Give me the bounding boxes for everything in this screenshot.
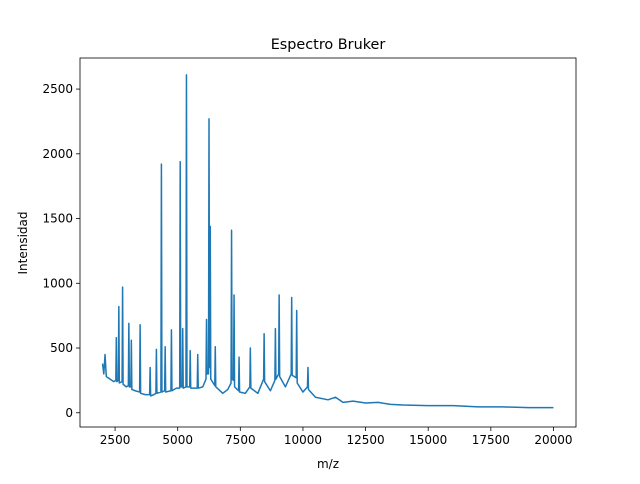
x-axis-label: m/z — [317, 457, 339, 471]
x-tick-label: 15000 — [409, 433, 447, 447]
plot-frame — [79, 57, 577, 428]
x-tick-label: 12500 — [346, 433, 384, 447]
y-axis-label: Intensidad — [16, 211, 30, 274]
x-tick-label: 10000 — [284, 433, 322, 447]
x-tick-label: 2500 — [100, 433, 131, 447]
y-tick-label: 1000 — [42, 276, 73, 290]
y-tick-label: 1500 — [42, 212, 73, 226]
y-tick-label: 0 — [65, 406, 73, 420]
x-tick-label: 5000 — [162, 433, 193, 447]
y-tick-label: 500 — [50, 341, 73, 355]
y-tick-label: 2500 — [42, 82, 73, 96]
x-tick-label: 17500 — [472, 433, 510, 447]
x-tick-label: 7500 — [225, 433, 256, 447]
x-tick-label: 20000 — [534, 433, 572, 447]
y-tick-label: 2000 — [42, 147, 73, 161]
chart-title: Espectro Bruker — [271, 37, 386, 53]
spectrum-line — [101, 74, 554, 409]
